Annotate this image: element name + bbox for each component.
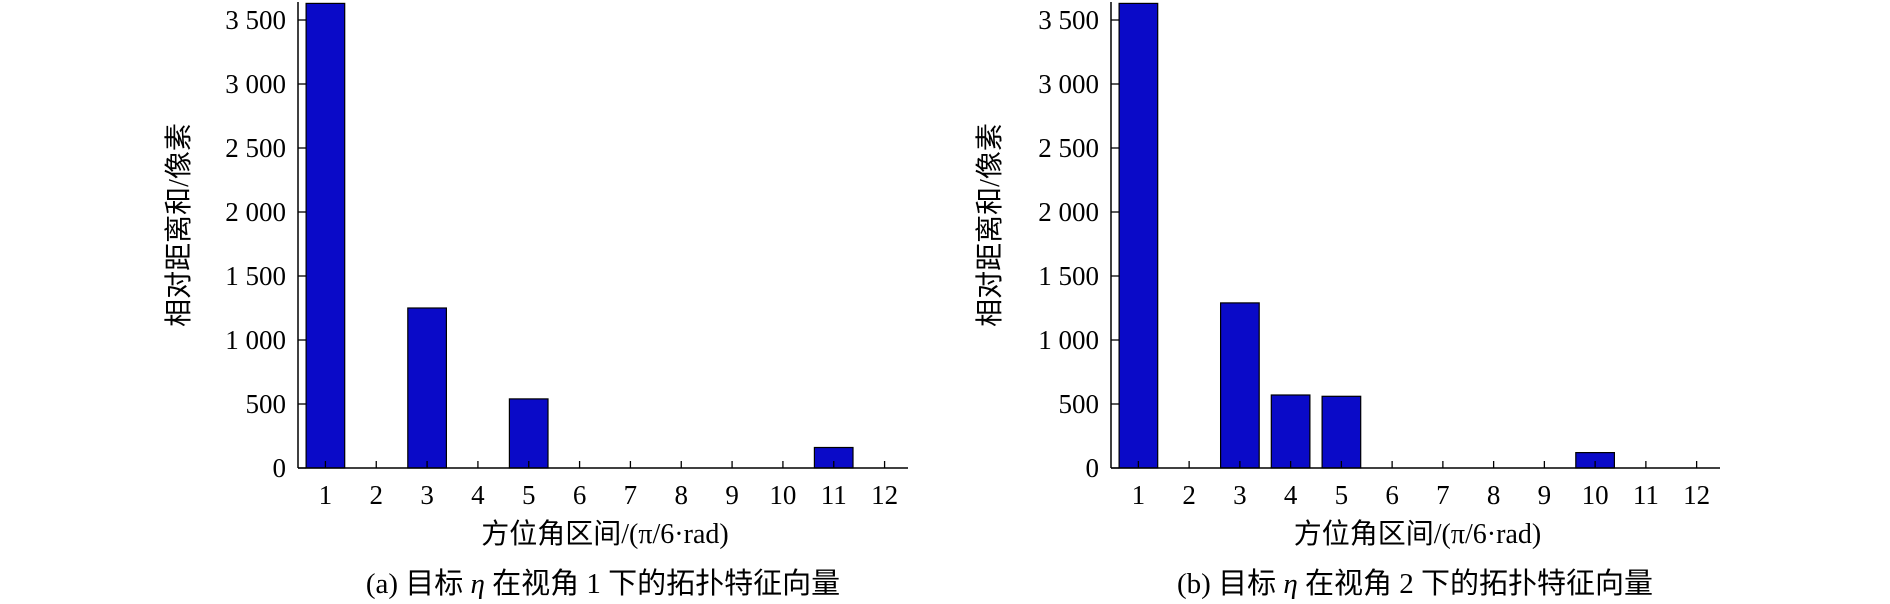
bar-3 bbox=[1219, 302, 1260, 469]
y-axis-title: 相对距离和/像素 bbox=[163, 123, 195, 327]
x-tick-label: 12 bbox=[871, 480, 898, 510]
x-tick-label: 1 bbox=[1132, 480, 1146, 510]
y-tick-label: 2 500 bbox=[1038, 133, 1099, 163]
y-tick-label: 1 500 bbox=[225, 261, 286, 291]
bar-3 bbox=[407, 307, 447, 469]
x-tick-label: 10 bbox=[1582, 480, 1609, 510]
panel-caption: (a) 目标 η 在视角 1 下的拓扑特征向量 bbox=[366, 567, 840, 600]
y-tick-label: 0 bbox=[1086, 453, 1100, 483]
bar-1 bbox=[305, 2, 346, 469]
y-tick-label: 3 500 bbox=[225, 5, 286, 35]
x-tick-label: 6 bbox=[573, 480, 587, 510]
caption-prefix: (b) 目标 bbox=[1177, 567, 1283, 600]
x-tick-label: 4 bbox=[1284, 480, 1298, 510]
caption-suffix: 在视角 1 下的拓扑特征向量 bbox=[485, 567, 840, 600]
x-tick-label: 11 bbox=[1633, 480, 1659, 510]
x-tick-label: 8 bbox=[1487, 480, 1501, 510]
x-tick-label: 6 bbox=[1385, 480, 1399, 510]
y-tick-label: 0 bbox=[273, 453, 287, 483]
x-tick-label: 10 bbox=[769, 480, 796, 510]
y-tick-label: 500 bbox=[1059, 389, 1100, 419]
y-tick-label: 1 500 bbox=[1038, 261, 1099, 291]
caption-prefix: (a) 目标 bbox=[366, 567, 471, 600]
y-tick-label: 3 000 bbox=[225, 69, 286, 99]
bar-1 bbox=[1118, 2, 1159, 469]
x-tick-label: 3 bbox=[420, 480, 434, 510]
x-tick-label: 3 bbox=[1233, 480, 1247, 510]
x-tick-label: 9 bbox=[725, 480, 739, 510]
x-tick-label: 2 bbox=[370, 480, 384, 510]
x-tick-label: 5 bbox=[522, 480, 536, 510]
y-tick-label: 2 500 bbox=[225, 133, 286, 163]
y-tick-label: 3 500 bbox=[1038, 5, 1099, 35]
panel-caption: (b) 目标 η 在视角 2 下的拓扑特征向量 bbox=[1177, 567, 1653, 600]
caption-variable: η bbox=[1283, 568, 1297, 600]
x-tick-label: 12 bbox=[1683, 480, 1710, 510]
x-tick-label: 4 bbox=[471, 480, 485, 510]
x-axis-title: 方位角区间/(π/6·rad) bbox=[481, 518, 728, 550]
bar-4 bbox=[1270, 394, 1311, 469]
x-tick-label: 11 bbox=[821, 480, 847, 510]
x-tick-label: 7 bbox=[624, 480, 638, 510]
y-axis-title: 相对距离和/像素 bbox=[974, 123, 1006, 327]
x-tick-label: 5 bbox=[1335, 480, 1349, 510]
caption-variable: η bbox=[471, 568, 485, 600]
x-tick-label: 7 bbox=[1436, 480, 1450, 510]
y-tick-label: 2 000 bbox=[225, 197, 286, 227]
x-tick-label: 2 bbox=[1182, 480, 1196, 510]
y-tick-label: 3 000 bbox=[1038, 69, 1099, 99]
bar-5 bbox=[1321, 395, 1362, 469]
bar-5 bbox=[508, 398, 549, 469]
y-tick-label: 1 000 bbox=[225, 325, 286, 355]
x-tick-label: 9 bbox=[1538, 480, 1552, 510]
caption-suffix: 在视角 2 下的拓扑特征向量 bbox=[1298, 567, 1653, 600]
y-tick-label: 2 000 bbox=[1038, 197, 1099, 227]
x-tick-label: 1 bbox=[319, 480, 333, 510]
x-axis-title: 方位角区间/(π/6·rad) bbox=[1294, 518, 1541, 550]
y-tick-label: 1 000 bbox=[1038, 325, 1099, 355]
x-tick-label: 8 bbox=[675, 480, 689, 510]
y-tick-label: 500 bbox=[246, 389, 287, 419]
